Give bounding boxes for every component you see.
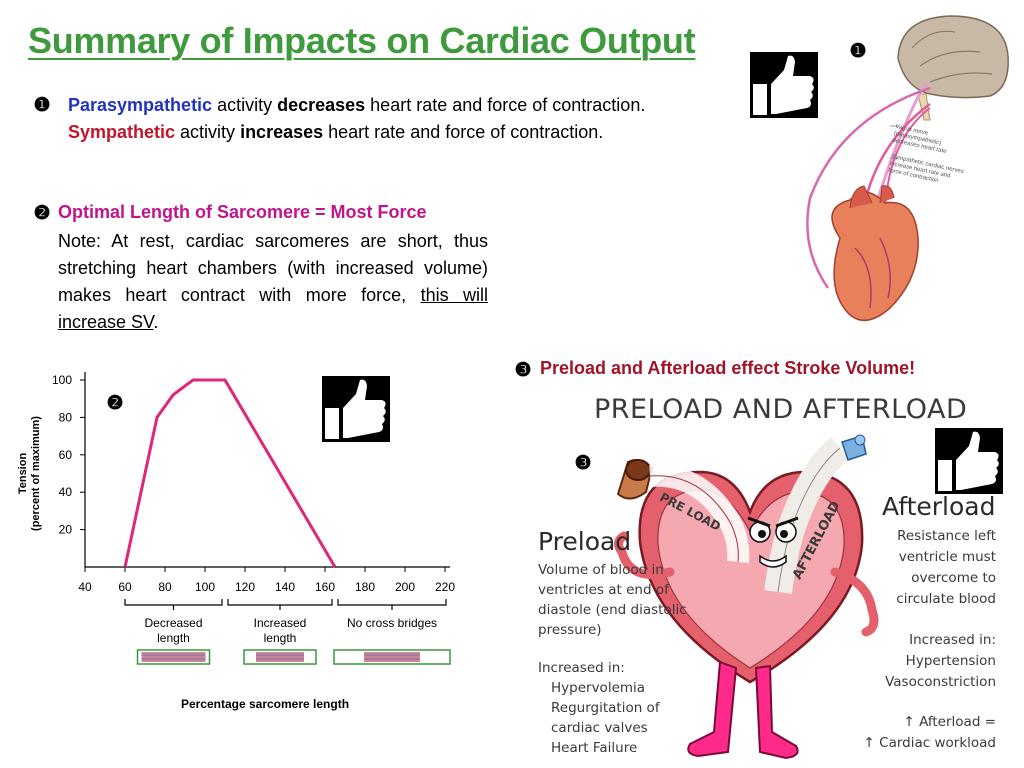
marker-two-chart: ❷ [106, 393, 124, 414]
text-fragment: heart rate and force of contraction. [365, 95, 646, 115]
region-label: length [157, 631, 190, 645]
x-tick-label: 200 [395, 580, 415, 594]
thumbs-up-icon [322, 376, 390, 442]
preload-increased-in: Increased in: Hypervolemia Regurgitation… [538, 658, 660, 758]
y-tick-label: 100 [52, 373, 72, 387]
condition-item: cardiac valves [551, 720, 648, 736]
desc-line: Resistance left [897, 528, 996, 544]
optimal-length-heading: Optimal Length of Sarcomere = Most Force [58, 202, 427, 222]
brain-icon [897, 15, 1009, 99]
desc-line: Volume of blood in [538, 562, 664, 578]
region-bracket [337, 599, 447, 606]
result-line: ↑ Cardiac workload [863, 735, 996, 751]
increased-heading: Increased in: [909, 632, 996, 648]
afterload-increased-in: Increased in: Hypertension Vasoconstrict… [885, 630, 996, 693]
x-axis-label: Percentage sarcomere length [181, 697, 349, 711]
x-tick-label: 80 [158, 580, 172, 594]
heart-icon [831, 191, 919, 322]
afterload-result: ↑ Afterload = ↑ Cardiac workload [864, 712, 996, 754]
marker-one: ❶ [33, 95, 51, 116]
sarcomere-diagram [243, 649, 317, 665]
region-label: Decreased [144, 616, 202, 630]
afterload-heading: Afterload [882, 492, 996, 521]
x-tick-label: 180 [355, 580, 375, 594]
preload-heading: Preload [538, 527, 632, 556]
thumbs-up-icon [935, 428, 1003, 494]
increased-heading: Increased in: [538, 660, 625, 676]
x-tick-label: 40 [78, 580, 92, 594]
desc-line: ventricles at end of [538, 582, 669, 598]
x-tick-label: 160 [315, 580, 335, 594]
y-axis-label-line: (percent of maximum) [30, 416, 42, 531]
nerve-heart-figure [806, 15, 1009, 322]
desc-line: ventricle must [898, 549, 996, 565]
y-tick-label: 20 [59, 523, 73, 537]
sympathetic-line: Sympathetic activity increases heart rat… [68, 122, 603, 143]
thumbs-up-icon [750, 52, 818, 118]
result-line: ↑ Afterload = [903, 714, 996, 730]
marker-three-cartoon: ❸ [574, 453, 592, 474]
y-axis-label-line: Tension [17, 453, 29, 495]
preload-afterload-heading: Preload and Afterload effect Stroke Volu… [540, 358, 916, 378]
x-tick-label: 60 [118, 580, 132, 594]
text-fragment: activity [212, 95, 278, 115]
desc-line: overcome to [911, 570, 996, 586]
increase-sv-text: this will increase SV [58, 285, 488, 332]
x-tick-label: 100 [195, 580, 215, 594]
page-title: Summary of Impacts on Cardiac Output [28, 20, 696, 61]
region-bracket [227, 599, 333, 606]
sarcomere-diagram [333, 649, 451, 665]
x-tick-label: 120 [235, 580, 255, 594]
desc-line: pressure) [538, 622, 602, 638]
y-tick-label: 40 [59, 485, 73, 499]
text-fragment: activity [175, 122, 241, 142]
cartoon-title: PRELOAD AND AFTERLOAD [594, 394, 968, 425]
desc-line: diastole (end diastolic [538, 602, 687, 618]
region-label: No cross bridges [347, 616, 437, 630]
y-tick-label: 80 [59, 410, 73, 424]
region-bracket [124, 599, 223, 606]
x-tick-label: 220 [435, 580, 455, 594]
condition-item: Vasoconstriction [885, 674, 996, 690]
heart-cartoon [614, 434, 879, 760]
note-end: . [153, 312, 159, 332]
region-label: Increased [254, 616, 307, 630]
y-axis-label: Tension(percent of maximum) [17, 416, 42, 531]
condition-item: Heart Failure [551, 740, 638, 756]
marker-one-figure: ❶ [849, 41, 867, 62]
sarcomere-note: Note: At rest, cardiac sarcomeres are sh… [58, 228, 488, 336]
note-text: Note: At rest, cardiac sarcomeres are sh… [58, 231, 488, 305]
condition-item: Regurgitation of [551, 700, 660, 716]
parasympathetic-line: Parasympathetic activity decreases heart… [68, 95, 645, 116]
parasympathetic-term: Parasympathetic [68, 95, 213, 115]
condition-item: Hypertension [905, 653, 996, 669]
y-tick-label: 60 [59, 448, 73, 462]
preload-description: Volume of blood in ventricles at end of … [538, 560, 687, 640]
sarcomere-tension-chart: 20 40 60 80 100 40 60 80 100 120 140 160 180 200 220 Te… [17, 372, 455, 711]
condition-item: Hypervolemia [551, 680, 646, 696]
text-fragment: heart rate and force of contraction. [323, 122, 604, 142]
x-tick-label: 140 [275, 580, 295, 594]
tension-curve [123, 378, 337, 568]
region-label: length [264, 631, 297, 645]
marker-two: ❷ [33, 203, 51, 224]
sympathetic-term: Sympathetic [68, 122, 176, 142]
afterload-description: Resistance left ventricle must overcome … [896, 526, 996, 610]
decreases-term: decreases [277, 95, 366, 115]
sarcomere-diagram [136, 649, 211, 665]
desc-line: circulate blood [896, 591, 996, 607]
marker-three: ❸ [514, 360, 532, 381]
increases-term: increases [240, 122, 324, 142]
